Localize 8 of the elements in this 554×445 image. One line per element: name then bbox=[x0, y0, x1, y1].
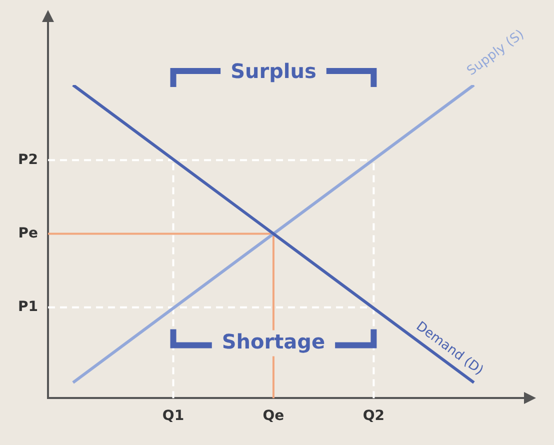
x-tick-label: Q2 bbox=[362, 408, 385, 424]
ref-line-label: P2 bbox=[18, 152, 38, 168]
annotation: Shortage bbox=[222, 329, 326, 354]
x-tick-label: Qe bbox=[262, 408, 284, 424]
ref-line-label: P1 bbox=[18, 299, 38, 316]
x-tick-label: Q1 bbox=[162, 408, 184, 424]
text: Surplus bbox=[230, 59, 316, 84]
ref-line-label: Pe bbox=[18, 225, 38, 242]
